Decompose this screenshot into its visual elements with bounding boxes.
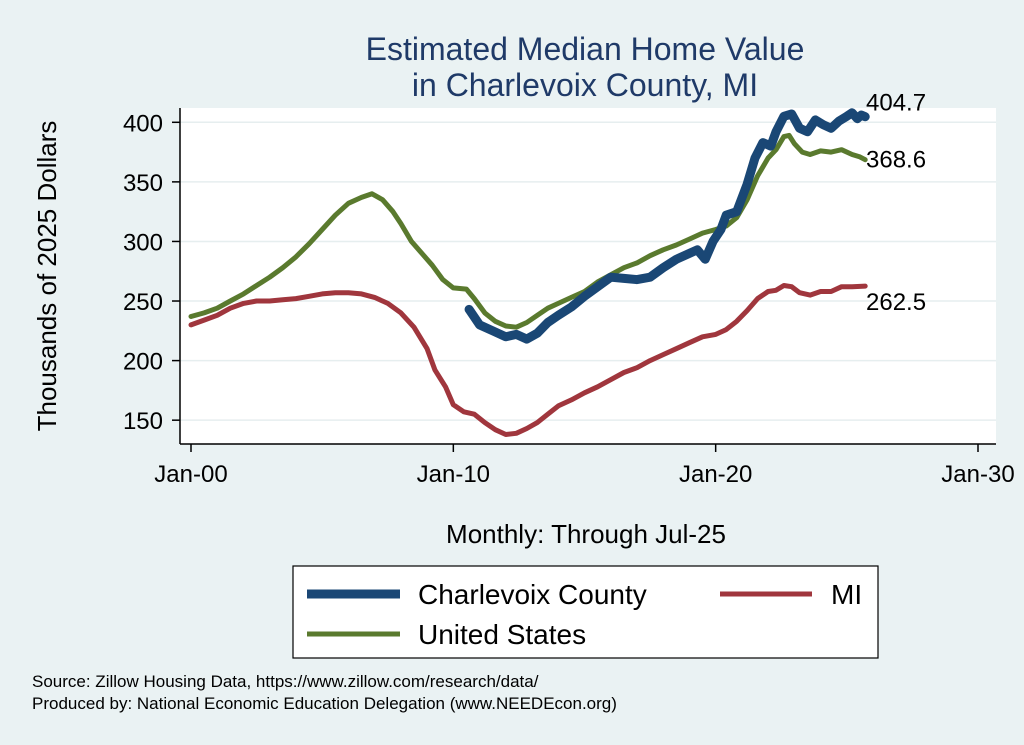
series-line-charlevoix-county [464, 108, 870, 344]
y-tick-label: 250 [123, 289, 163, 316]
end-labels: 404.7 368.6 262.5 [866, 90, 926, 316]
y-axis-title: Thousands of 2025 Dollars [32, 121, 62, 432]
chart-title: Estimated Median Home Value [366, 31, 805, 67]
y-tick-label: 350 [123, 170, 163, 197]
axes [179, 108, 996, 445]
legend: Charlevoix County MI United States [292, 565, 879, 659]
x-tick-label: Jan-30 [941, 461, 1014, 488]
x-ticks: Jan-00 Jan-10 Jan-20 Jan-30 [154, 444, 1015, 488]
legend-label: MI [831, 579, 862, 610]
y-tick-label: 200 [123, 349, 163, 376]
x-tick-label: Jan-10 [417, 461, 490, 488]
series-line-mi [188, 283, 868, 437]
end-label: 262.5 [866, 289, 926, 316]
end-label: 368.6 [866, 147, 926, 174]
y-tick-label: 400 [123, 110, 163, 137]
y-tick-label: 300 [123, 229, 163, 256]
y-tick-label: 150 [123, 408, 163, 435]
producer-line: Produced by: National Economic Education… [32, 694, 617, 713]
series-lines [188, 108, 870, 437]
source-line: Source: Zillow Housing Data, https://www… [32, 672, 539, 691]
end-label: 404.7 [866, 90, 926, 117]
legend-label: Charlevoix County [418, 579, 647, 610]
y-ticks: 150 200 250 300 350 400 [123, 110, 180, 435]
plot-area [180, 108, 996, 444]
legend-label: United States [418, 619, 586, 650]
x-tick-label: Jan-00 [154, 461, 227, 488]
chart-subtitle: in Charlevoix County, MI [412, 67, 758, 103]
legend-box [292, 565, 879, 659]
x-axis-title: Monthly: Through Jul-25 [446, 519, 726, 549]
series-line-united-states [188, 132, 868, 330]
x-tick-label: Jan-20 [679, 461, 752, 488]
